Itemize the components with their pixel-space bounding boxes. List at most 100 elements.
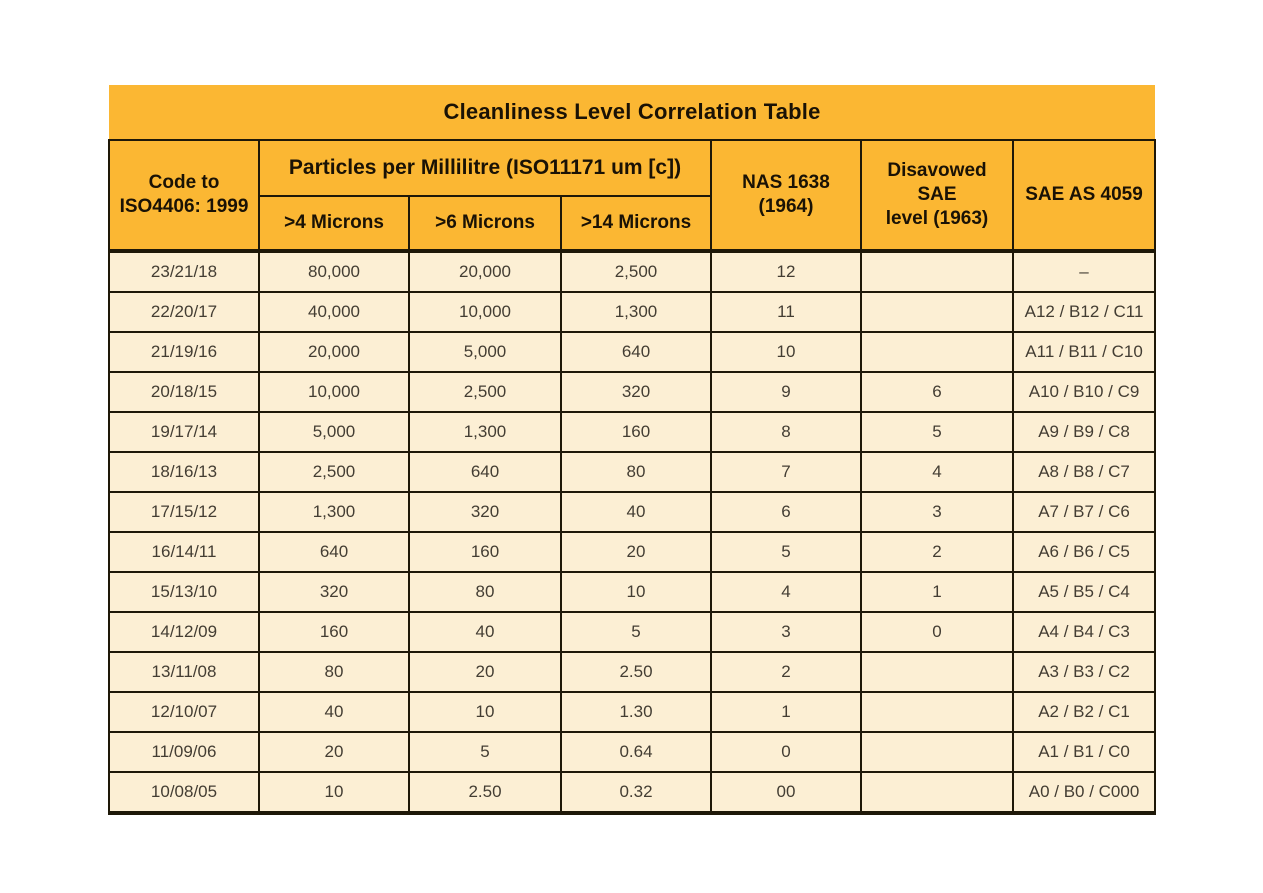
cell-nas-1638: 00: [710, 771, 862, 815]
cell-iso-code: 18/16/13: [108, 451, 260, 493]
cell-4-microns: 40,000: [258, 291, 410, 333]
cell-4-microns: 20: [258, 731, 410, 773]
cell-iso-code: 14/12/09: [108, 611, 260, 653]
cell-sae-as-4059: A3 / B3 / C2: [1011, 651, 1157, 693]
col-header-nas-line1: NAS 1638: [742, 172, 830, 194]
cell-disavowed-sae-level: 1: [860, 571, 1014, 613]
table-header: Cleanliness Level Correlation Table Code…: [108, 85, 1157, 253]
cell-nas-1638: 4: [710, 571, 862, 613]
table-row: 20/18/15 10,000 2,500 320 9 6 A10 / B10 …: [108, 371, 1157, 413]
cell-4-microns: 5,000: [258, 411, 410, 453]
table-row: 18/16/13 2,500 640 80 7 4 A8 / B8 / C7: [108, 451, 1157, 493]
cell-disavowed-sae-level: [860, 331, 1014, 373]
cell-nas-1638: 1: [710, 691, 862, 733]
table-row: 10/08/05 10 2.50 0.32 00 A0 / B0 / C000: [108, 771, 1157, 815]
cell-disavowed-sae-level: 3: [860, 491, 1014, 533]
col-header-disavowed-line2: level (1963): [885, 207, 989, 229]
cell-6-microns: 2.50: [408, 771, 562, 815]
cell-6-microns: 40: [408, 611, 562, 653]
table-body: 23/21/18 80,000 20,000 2,500 12 – 22/20/…: [108, 250, 1157, 815]
col-header-iso-code-line1: Code to: [148, 172, 220, 194]
col-group-header-particles: Particles per Millilitre (ISO11171 um [c…: [258, 139, 712, 197]
cell-6-microns: 20: [408, 651, 562, 693]
cell-14-microns: 20: [560, 531, 712, 573]
cell-4-microns: 20,000: [258, 331, 410, 373]
cell-disavowed-sae-level: [860, 291, 1014, 333]
col-header-iso-code: Code to ISO4406: 1999: [108, 139, 260, 253]
cell-nas-1638: 3: [710, 611, 862, 653]
header-row-top: Code to ISO4406: 1999 Particles per Mill…: [108, 139, 1157, 253]
cell-nas-1638: 8: [710, 411, 862, 453]
cell-disavowed-sae-level: [860, 691, 1014, 733]
table-row: 19/17/14 5,000 1,300 160 8 5 A9 / B9 / C…: [108, 411, 1157, 453]
cell-sae-as-4059: A8 / B8 / C7: [1011, 451, 1157, 493]
cell-nas-1638: 5: [710, 531, 862, 573]
cell-nas-1638: 9: [710, 371, 862, 413]
cell-14-microns: 0.64: [560, 731, 712, 773]
table-row: 14/12/09 160 40 5 3 0 A4 / B4 / C3: [108, 611, 1157, 653]
cell-4-microns: 10,000: [258, 371, 410, 413]
cell-sae-as-4059: A6 / B6 / C5: [1011, 531, 1157, 573]
cell-14-microns: 2,500: [560, 250, 712, 293]
col-header-sae-as-4059: SAE AS 4059: [1011, 139, 1157, 253]
col-header-6-microns: >6 Microns: [408, 195, 562, 253]
cell-iso-code: 13/11/08: [108, 651, 260, 693]
cell-iso-code: 21/19/16: [108, 331, 260, 373]
cell-4-microns: 320: [258, 571, 410, 613]
cell-sae-as-4059: A9 / B9 / C8: [1011, 411, 1157, 453]
cell-nas-1638: 6: [710, 491, 862, 533]
cell-iso-code: 16/14/11: [108, 531, 260, 573]
cell-14-microns: 10: [560, 571, 712, 613]
col-header-disavowed-sae: Disavowed SAE level (1963): [860, 139, 1014, 253]
cell-iso-code: 23/21/18: [108, 250, 260, 293]
cell-nas-1638: 0: [710, 731, 862, 773]
cell-disavowed-sae-level: 4: [860, 451, 1014, 493]
cell-4-microns: 40: [258, 691, 410, 733]
cell-6-microns: 320: [408, 491, 562, 533]
cell-nas-1638: 11: [710, 291, 862, 333]
cell-disavowed-sae-level: 6: [860, 371, 1014, 413]
cell-disavowed-sae-level: [860, 731, 1014, 773]
col-header-4-microns: >4 Microns: [258, 195, 410, 253]
cell-iso-code: 19/17/14: [108, 411, 260, 453]
table-row: 17/15/12 1,300 320 40 6 3 A7 / B7 / C6: [108, 491, 1157, 533]
cell-sae-as-4059: A7 / B7 / C6: [1011, 491, 1157, 533]
cell-sae-as-4059: A4 / B4 / C3: [1011, 611, 1157, 653]
cell-14-microns: 1.30: [560, 691, 712, 733]
cell-disavowed-sae-level: [860, 771, 1014, 815]
cell-sae-as-4059: A12 / B12 / C11: [1011, 291, 1157, 333]
cell-iso-code: 22/20/17: [108, 291, 260, 333]
cell-6-microns: 20,000: [408, 250, 562, 293]
cell-6-microns: 1,300: [408, 411, 562, 453]
cell-iso-code: 20/18/15: [108, 371, 260, 413]
title-row: Cleanliness Level Correlation Table: [109, 85, 1156, 141]
cell-4-microns: 10: [258, 771, 410, 815]
cell-4-microns: 80,000: [258, 250, 410, 293]
cell-6-microns: 10,000: [408, 291, 562, 333]
cell-disavowed-sae-level: [860, 651, 1014, 693]
cell-4-microns: 640: [258, 531, 410, 573]
cell-6-microns: 2,500: [408, 371, 562, 413]
cell-14-microns: 160: [560, 411, 712, 453]
cell-4-microns: 2,500: [258, 451, 410, 493]
col-header-nas-1638: NAS 1638 (1964): [710, 139, 862, 253]
cell-disavowed-sae-level: 2: [860, 531, 1014, 573]
cell-iso-code: 11/09/06: [108, 731, 260, 773]
cell-4-microns: 160: [258, 611, 410, 653]
cell-disavowed-sae-level: 0: [860, 611, 1014, 653]
cell-14-microns: 640: [560, 331, 712, 373]
cell-14-microns: 0.32: [560, 771, 712, 815]
cell-14-microns: 5: [560, 611, 712, 653]
table-row: 22/20/17 40,000 10,000 1,300 11 A12 / B1…: [108, 291, 1157, 333]
col-header-disavowed-line1: Disavowed SAE: [887, 160, 987, 206]
cell-6-microns: 640: [408, 451, 562, 493]
cell-14-microns: 40: [560, 491, 712, 533]
cell-sae-as-4059: A10 / B10 / C9: [1011, 371, 1157, 413]
cell-iso-code: 15/13/10: [108, 571, 260, 613]
cell-nas-1638: 12: [710, 250, 862, 293]
col-header-14-microns: >14 Microns: [560, 195, 712, 253]
cell-14-microns: 320: [560, 371, 712, 413]
cell-sae-as-4059: A2 / B2 / C1: [1011, 691, 1157, 733]
table-row: 15/13/10 320 80 10 4 1 A5 / B5 / C4: [108, 571, 1157, 613]
